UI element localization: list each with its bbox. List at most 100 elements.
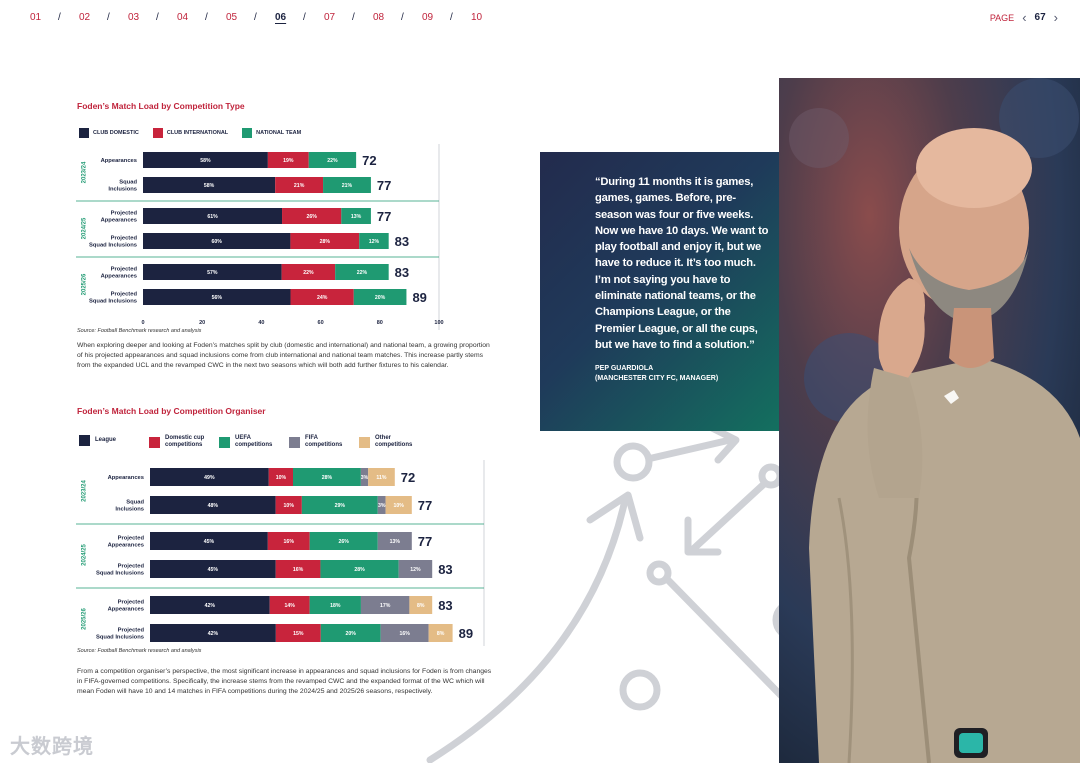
bar-segment [409,596,433,614]
segment-label: 58% [200,158,211,164]
chart1-plot: 2023/24 Appearances 58% 19% 22% 72 Squad Inclus… [76,144,444,330]
bar-segment [267,152,309,168]
chart1-legend-item: CLUB INTERNATIONAL [152,128,229,138]
chart2-legend-item: UEFA competitions [219,435,289,449]
nav-section-04[interactable]: 04 [177,12,189,23]
row-total-label: 89 [412,290,426,305]
row-total-label: 89 [459,626,473,641]
segment-label: 24% [317,295,328,301]
page-label: PAGE [989,12,1015,23]
nav-section-03[interactable]: 03 [128,12,140,23]
nav-separator: / [254,12,257,23]
manager-photo-illustration [779,78,1080,763]
row-label-line: Inclusions [115,507,144,513]
arrow-head [708,424,740,464]
row-total-label: 77 [377,209,391,224]
bar-segment [269,596,310,614]
bar-segment [385,496,412,514]
row-label-line: Squad Inclusions [96,635,144,641]
bar-segment [143,208,283,224]
chart1-legend: CLUB DOMESTIC CLUB INTERNATIONAL NATIONAL … [79,128,315,138]
bar-segment [282,208,342,224]
legend-swatch [242,128,253,138]
row-total-label: 77 [418,498,432,513]
bar-segment [377,496,386,514]
nav-section-02[interactable]: 02 [79,12,91,23]
bar-segment [293,468,361,486]
segment-label: 12% [410,567,421,573]
x-tick-label: 0 [141,320,144,326]
row-label: Projected Squad Inclusions [96,564,144,577]
segment-label: 56% [212,295,223,301]
chart1-paragraph: When exploring deeper and looking at Fod… [77,342,490,370]
row-label-line: Projected [118,600,145,606]
x-tick-label: 20 [199,320,205,326]
nav-section-01[interactable]: 01 [30,12,42,23]
chevron-right-icon[interactable]: › [1053,9,1058,25]
row-total-label: 83 [395,234,409,249]
chevron-left-icon[interactable]: ‹ [1022,9,1027,25]
x-tick-label: 60 [318,320,324,326]
nav-section-05[interactable]: 05 [226,12,238,23]
segment-label: 61% [207,214,218,220]
chart1-legend-item: CLUB DOMESTIC [79,128,139,138]
bar-segment [143,289,291,305]
circle-marker [758,463,780,489]
x-tick-label: 40 [258,320,264,326]
bar-segment [268,468,294,486]
segment-label: 45% [204,539,215,545]
season-label: 2024/25 [82,217,88,239]
segment-label: 16% [293,567,304,573]
arrow-head [586,491,644,542]
segment-label: 26% [339,539,350,545]
row-label-line: Squad Inclusions [89,243,137,249]
nav-separator: / [205,12,208,23]
bar-segment [150,496,276,514]
segment-label: 28% [322,475,333,481]
manager-photo [779,78,1080,763]
circle-marker [619,669,661,711]
segment-label: 60% [212,239,223,245]
nav-section-06[interactable]: 06 [275,12,287,23]
bar-segment [275,177,324,193]
legend-label: UEFA competitions [235,435,273,448]
segment-label: 13% [390,539,401,545]
row-total-label: 83 [438,598,452,613]
segment-label: 45% [208,567,219,573]
quote-author: PEP GUARDIOLA [595,365,654,372]
chart2-legend-item: Other competitions [359,435,429,449]
chart2-title: Foden’s Match Load by Competition Organi… [77,406,266,416]
nav-section-08[interactable]: 08 [373,12,385,23]
bar-segment [150,624,276,642]
row-label: Squad Inclusions [115,500,144,513]
legend-label: FIFA competitions [305,435,343,448]
row-total-label: 72 [362,153,376,168]
bar-segment [150,560,276,578]
quote-attribution: PEP GUARDIOLA (MANCHESTER CITY FC, MANAG… [595,364,718,384]
row-total-label: 83 [438,562,452,577]
bar-segment [275,496,302,514]
row-label-line: Projected [118,628,145,634]
bar-segment [275,560,321,578]
legend-label: CLUB INTERNATIONAL [166,130,229,136]
season-label: 2024/25 [82,544,88,566]
legend-label: CLUB DOMESTIC [93,130,139,136]
x-tick-label: 80 [377,320,383,326]
chart2-plot: 2023/24 Appearances 49% 10% 28% 3% 11% 72 Squad I… [76,460,485,646]
nav-section-10[interactable]: 10 [471,12,483,23]
legend-swatch [359,436,370,448]
row-label-line: Projected [111,236,138,242]
chart2-legend-item: FIFA competitions [289,435,359,449]
nav-section-07[interactable]: 07 [324,12,336,23]
segment-label: 49% [204,475,215,481]
legend-swatch [152,128,163,138]
nav-section-09[interactable]: 09 [422,12,434,23]
row-label: Projected Appearances [101,267,138,280]
segment-label: 22% [303,270,314,276]
watermark: 大数跨境 [10,736,94,758]
bar-segment [323,177,371,193]
legend-label: NATIONAL TEAM [256,130,302,136]
chart2-legend-item: Domestic cup competitions [149,435,219,449]
row-label-line: Projected [111,211,138,217]
row-label-line: Appearances [101,274,137,280]
